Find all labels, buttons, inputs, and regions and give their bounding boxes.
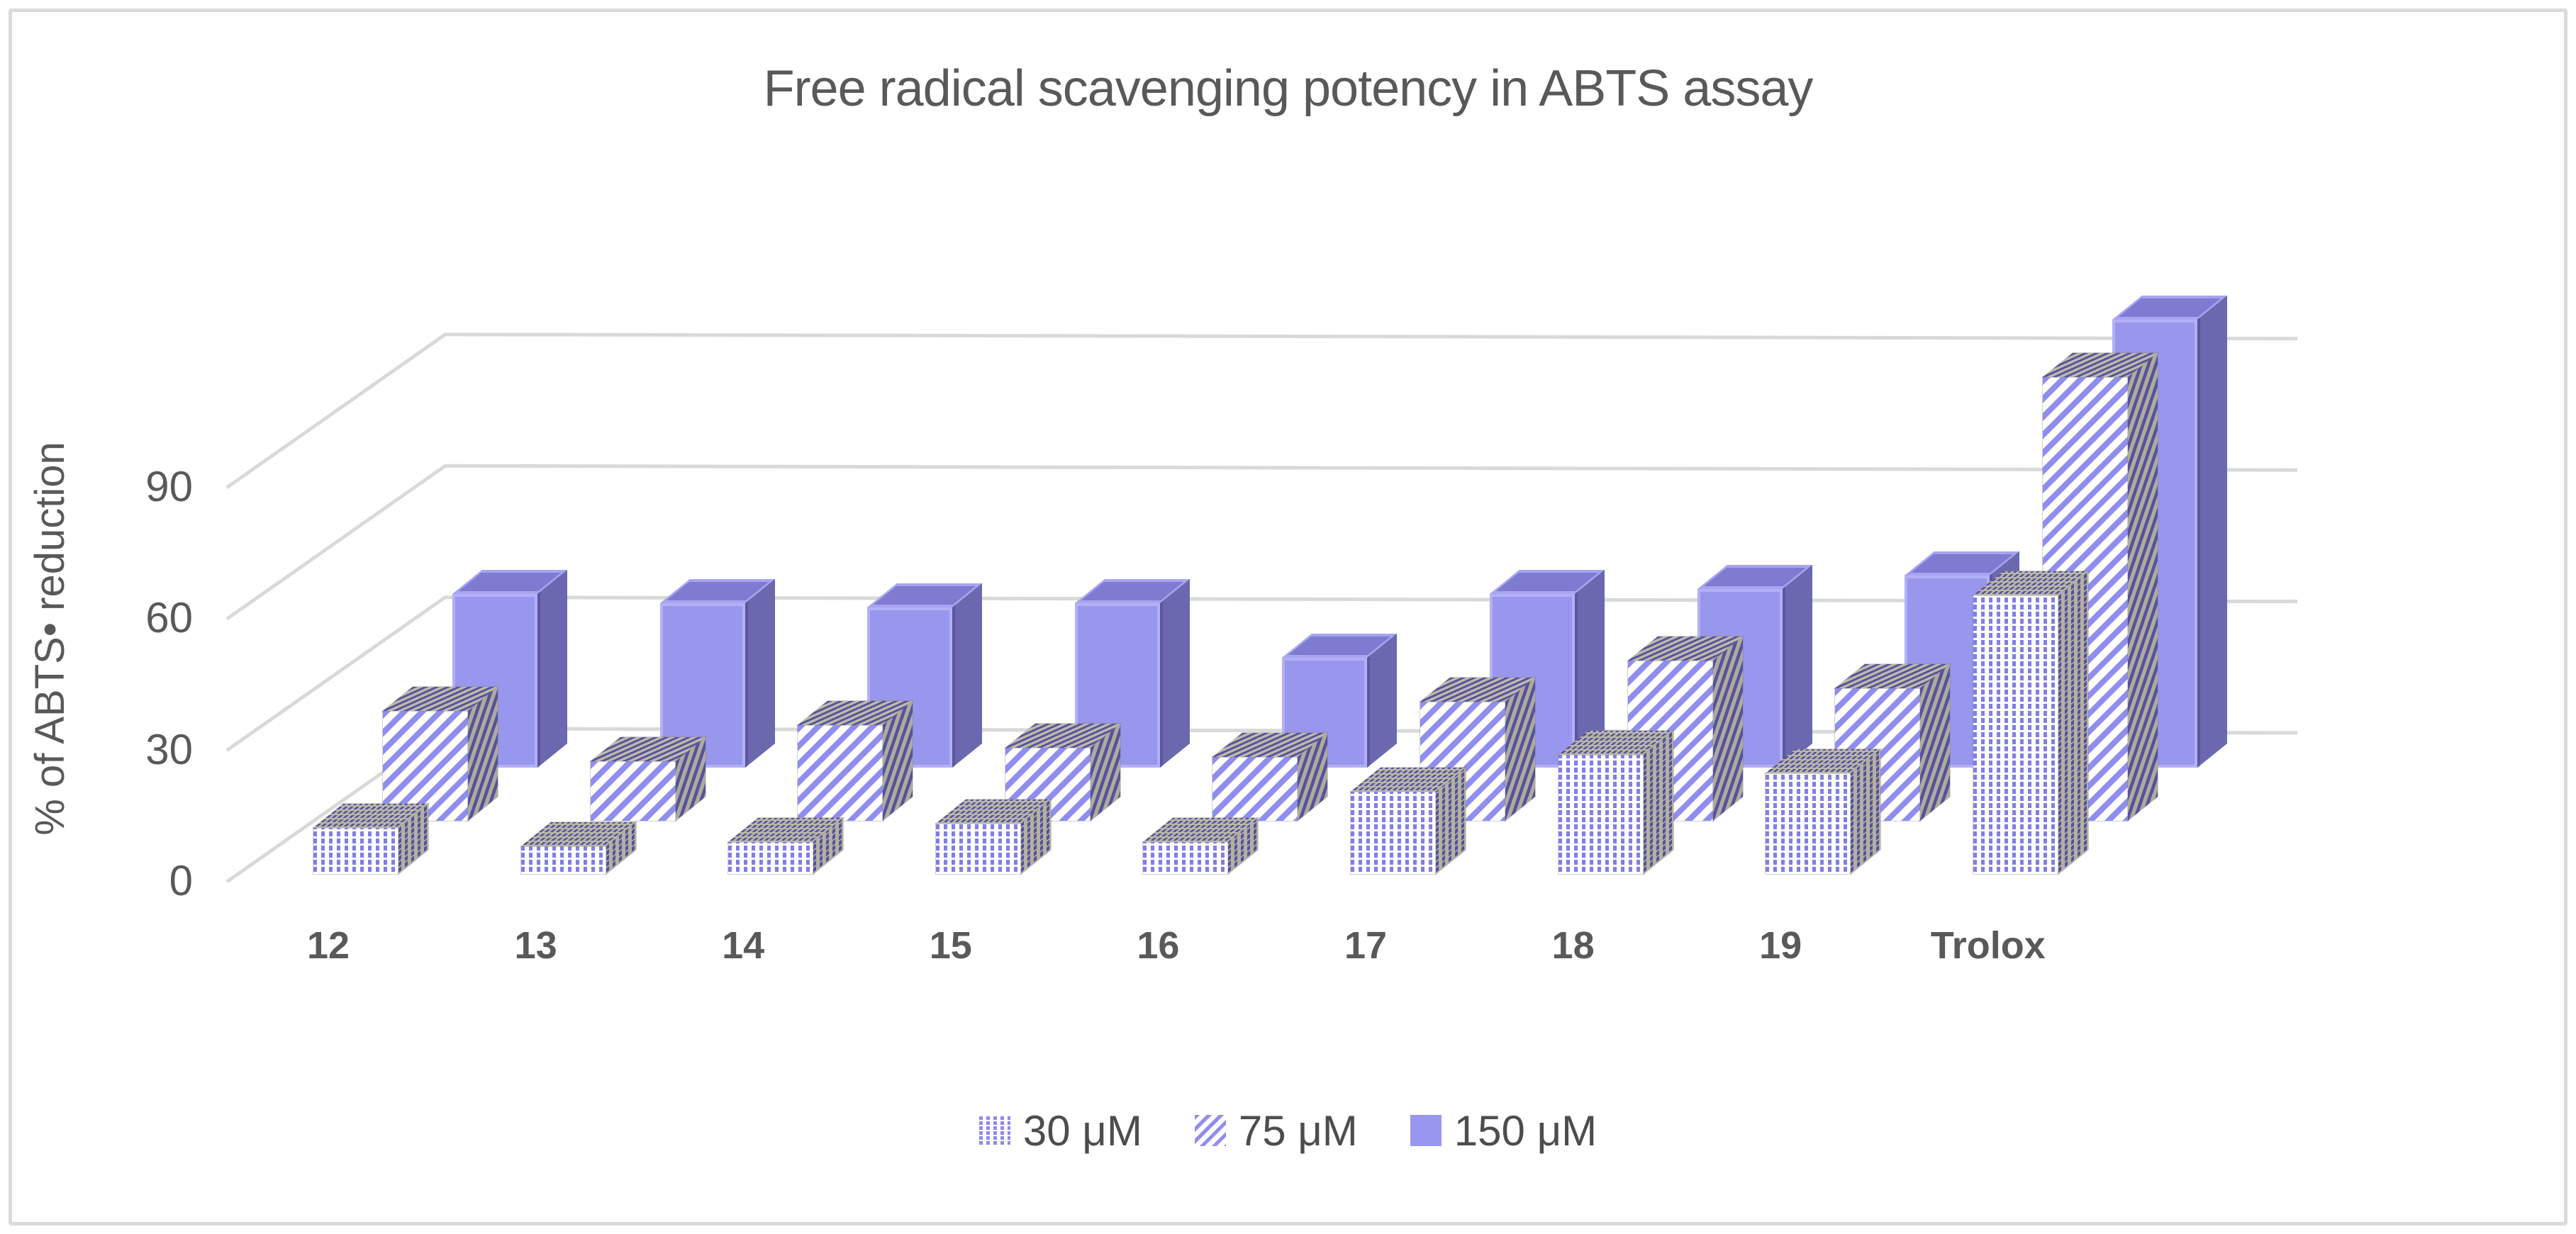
x-category-label-Trolox: Trolox	[1930, 924, 2046, 967]
front-face	[1350, 791, 1437, 875]
front-face	[727, 841, 814, 875]
gridline-60	[225, 464, 2298, 621]
x-category-label-18: 18	[1551, 924, 1595, 967]
x-category-label-19: 19	[1759, 924, 1802, 967]
sidef-face	[745, 578, 775, 768]
bar-Trolox-30μM	[1972, 570, 2090, 875]
bar-18-30μM	[1557, 729, 1675, 875]
bar-12-75μM	[381, 685, 499, 822]
gridline-30	[225, 595, 2298, 752]
front-face	[1973, 595, 2059, 875]
sidef-face	[1160, 578, 1190, 768]
legend-swatch-diagonal-stripes	[1194, 1115, 1226, 1146]
bar-13-75μM	[589, 736, 707, 822]
bar-15-30μM	[935, 798, 1052, 875]
x-category-label-13: 13	[514, 924, 557, 967]
sidef-face	[2197, 295, 2227, 768]
legend-swatch-dotted	[978, 1115, 1010, 1146]
x-category-label-15: 15	[929, 924, 972, 967]
sidef-face	[1783, 564, 1812, 768]
sidef-face	[1919, 663, 1951, 822]
x-category-label-14: 14	[722, 924, 765, 967]
front-face	[797, 724, 883, 821]
bar-16-75μM	[1211, 731, 1329, 822]
bar-16-30μM	[1142, 817, 1259, 875]
bar-14-30μM	[727, 817, 844, 875]
front-face	[935, 823, 1022, 875]
bar-19-30μM	[1764, 748, 1882, 875]
y-tick-label-0: 0	[169, 857, 193, 904]
front-face	[382, 710, 469, 821]
front-face	[1142, 841, 1229, 875]
x-category-label-17: 17	[1344, 924, 1388, 967]
y-tick-label-60: 60	[145, 594, 193, 642]
bar-17-30μM	[1349, 766, 1467, 875]
bar-13-30μM	[520, 821, 637, 875]
legend-label: 30 μM	[1022, 1106, 1142, 1155]
y-tick-label-90: 90	[145, 462, 193, 510]
legend: 30 μM 75 μM 150 μM	[0, 1106, 2576, 1155]
x-category-label-16: 16	[1137, 924, 1180, 967]
bar-14-75μM	[796, 700, 914, 822]
legend-item-75μM: 75 μM	[1194, 1106, 1358, 1155]
sidef-face	[2058, 570, 2089, 875]
chart-frame-border	[9, 9, 2567, 1225]
bar-15-150μM	[1075, 578, 1190, 768]
front-face	[520, 846, 607, 875]
front-face	[1558, 754, 1644, 875]
bar-12-30μM	[312, 802, 430, 875]
legend-swatch-solid	[1410, 1115, 1442, 1146]
gridline-90	[225, 332, 2298, 489]
chart-title: Free radical scavenging potency in ABTS …	[763, 60, 1814, 117]
sidef-face	[1712, 635, 1744, 822]
front-face	[590, 761, 676, 821]
front-face	[1765, 773, 1851, 875]
front-face	[1212, 756, 1298, 821]
x-category-label-12: 12	[306, 924, 350, 967]
front-face	[1075, 603, 1160, 768]
front-face	[313, 827, 399, 875]
legend-label: 150 μM	[1454, 1106, 1598, 1155]
legend-item-150μM: 150 μM	[1410, 1106, 1597, 1155]
sidef-face	[1505, 676, 1536, 822]
sidef-face	[2127, 352, 2158, 822]
sidef-face	[1643, 729, 1674, 875]
y-tick-label-30: 30	[145, 725, 193, 773]
sidef-face	[952, 583, 982, 768]
legend-item-30μM: 30 μM	[978, 1106, 1142, 1155]
sidef-face	[537, 569, 567, 768]
legend-label: 75 μM	[1238, 1106, 1358, 1155]
